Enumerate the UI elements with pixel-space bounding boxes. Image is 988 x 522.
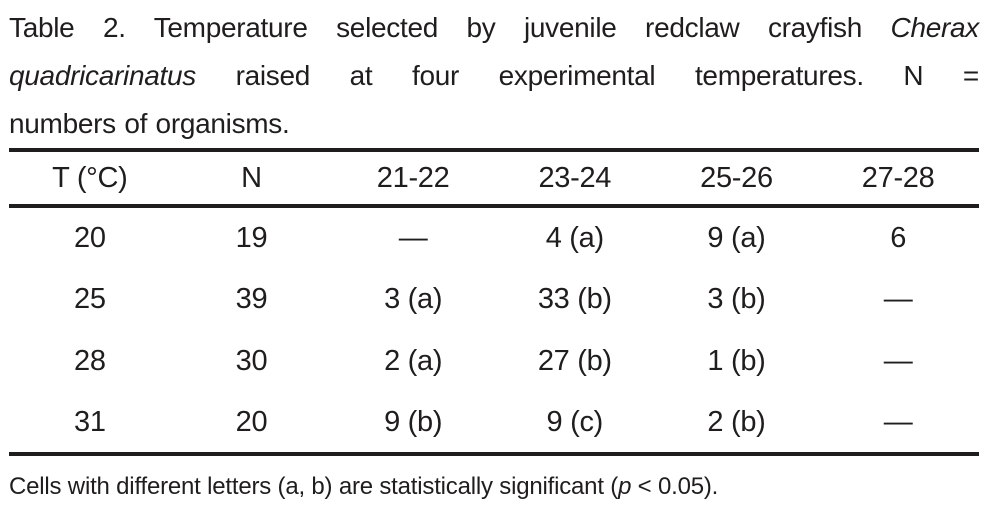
cell-value: 9 (c) xyxy=(546,405,604,438)
cell-temperature: 28 xyxy=(73,344,106,377)
table-row: 31 20 9 (b) 9 (c) 2 (b) — xyxy=(9,392,979,454)
header-row: T (°C) N 21-22 23-24 25-26 27-28 xyxy=(9,150,979,208)
header-cell-temperature: T (°C) xyxy=(9,150,171,208)
caption-text: raised at four experimental temperatures… xyxy=(235,60,980,91)
table-header: T (°C) N 21-22 23-24 25-26 27-28 xyxy=(9,150,979,208)
data-table: T (°C) N 21-22 23-24 25-26 27-28 20 19 —… xyxy=(9,148,979,456)
header-cell-range-25-26: 25-26 xyxy=(655,150,818,208)
table-row: 20 19 — 4 (a) 9 (a) 6 xyxy=(9,206,979,268)
table-row: 25 39 3 (a) 33 (b) 3 (b) — xyxy=(9,268,979,330)
cell-value: 2 (a) xyxy=(384,344,443,377)
cell-value: 9 (b) xyxy=(384,405,443,438)
cell-value: 33 (b) xyxy=(537,282,612,315)
header-cell-range-27-28: 27-28 xyxy=(817,150,979,208)
caption-line-2: quadricarinatus raised at four experimen… xyxy=(9,52,979,100)
cell-value: — xyxy=(398,221,428,254)
cell-temperature: 20 xyxy=(73,221,106,254)
table-footnote: Cells with different letters (a, b) are … xyxy=(9,470,979,504)
cell-n: 30 xyxy=(235,344,268,377)
cell-value: — xyxy=(883,344,913,377)
header-cell-range-23-24: 23-24 xyxy=(493,150,656,208)
cell-value: 6 xyxy=(890,221,907,254)
table-caption: Table 2. Temperature selected by juvenil… xyxy=(9,4,979,148)
cell-n: 20 xyxy=(235,405,268,438)
cell-temperature: 25 xyxy=(73,282,106,315)
table-row: 28 30 2 (a) 27 (b) 1 (b) — xyxy=(9,330,979,392)
cell-value: 4 (a) xyxy=(545,221,604,254)
footnote-text: < 0.05). xyxy=(631,473,719,500)
cell-value: 1 (b) xyxy=(707,344,766,377)
caption-species-genus: Cherax xyxy=(890,12,980,43)
footnote-text: Cells with different letters (a, b) are … xyxy=(9,473,619,500)
caption-line-1: Table 2. Temperature selected by juvenil… xyxy=(9,4,979,52)
footnote-p-symbol: p xyxy=(618,473,632,500)
cell-value: 9 (a) xyxy=(707,221,766,254)
caption-line-3: numbers of organisms. xyxy=(9,100,979,148)
table-body: 20 19 — 4 (a) 9 (a) 6 25 39 3 (a) 33 (b)… xyxy=(9,206,979,454)
caption-text: numbers of organisms. xyxy=(9,108,290,139)
caption-text: Table 2. Temperature selected by juvenil… xyxy=(9,12,863,43)
cell-value: — xyxy=(883,405,913,438)
cell-value: — xyxy=(883,282,913,315)
cell-value: 3 (b) xyxy=(707,282,766,315)
cell-value: 27 (b) xyxy=(537,344,612,377)
cell-temperature: 31 xyxy=(73,405,106,438)
header-cell-n: N xyxy=(170,150,333,208)
caption-species-epithet: quadricarinatus xyxy=(9,60,196,91)
cell-value: 3 (a) xyxy=(384,282,443,315)
cell-n: 39 xyxy=(235,282,268,315)
cell-value: 2 (b) xyxy=(707,405,766,438)
header-cell-range-21-22: 21-22 xyxy=(332,150,494,208)
cell-n: 19 xyxy=(235,221,268,254)
